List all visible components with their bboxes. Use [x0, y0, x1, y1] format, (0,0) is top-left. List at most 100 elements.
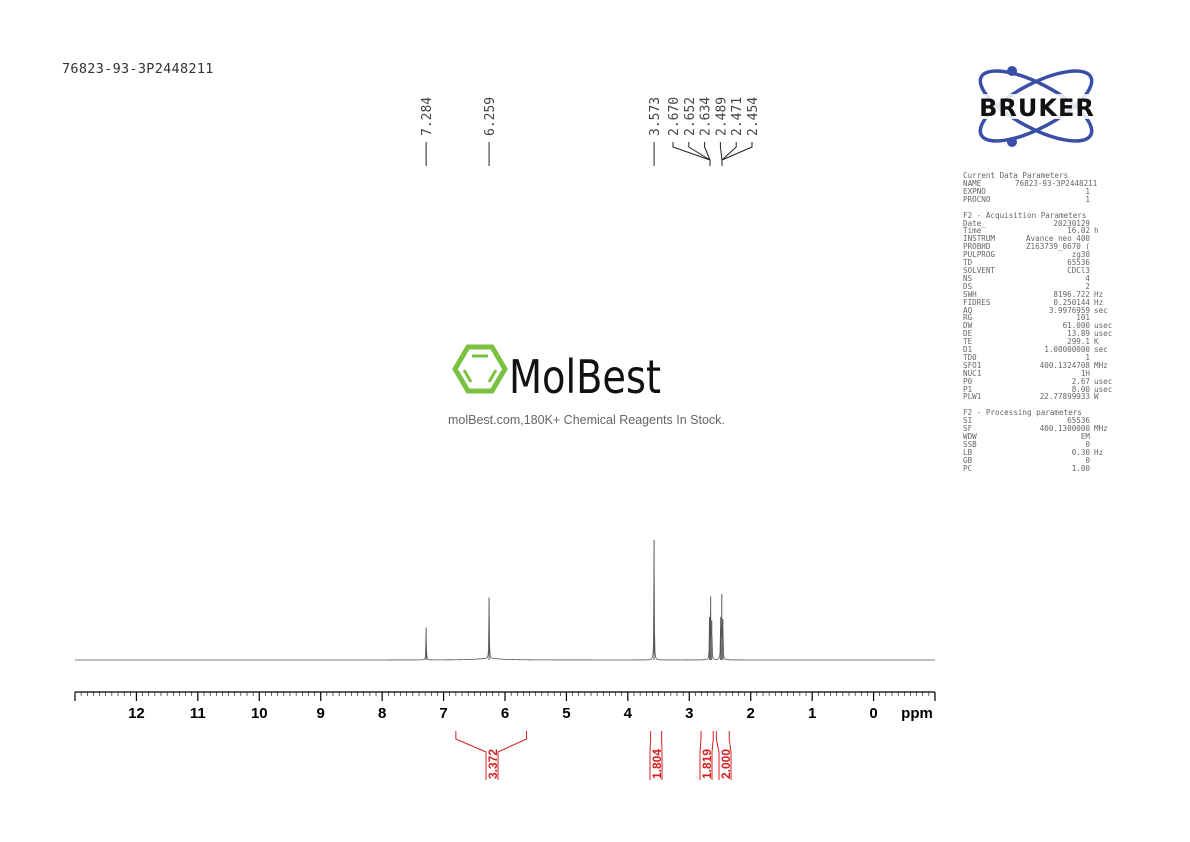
parameter-row: PULPROG zg30 [963, 251, 1123, 259]
x-tick-label: 9 [317, 705, 325, 722]
integral-value: 1.804 [650, 749, 664, 779]
sample-title: 76823-93-3P2448211 [62, 61, 214, 77]
parameter-row: Date_ 20230129 [963, 219, 1123, 228]
peak-label: 2.634 [699, 97, 714, 136]
parameter-row: D1 1.00000000 sec [963, 346, 1123, 354]
peak-label: 2.670 [667, 97, 682, 136]
parameter-name: AQ [963, 305, 973, 315]
parameter-name: GB [963, 455, 973, 465]
parameter-value: 16.02 [1067, 226, 1090, 236]
integral-value: 2.000 [719, 749, 733, 779]
parameter-unit [1090, 433, 1120, 441]
parameter-name: SI [963, 416, 973, 426]
parameter-unit: h [1094, 226, 1099, 236]
parameter-row: PLW1 22.77899933 W [963, 393, 1123, 401]
parameter-unit [1090, 188, 1120, 196]
parameter-row: INSTRUM Avance neo 400 [963, 235, 1123, 243]
parameter-value: 1.00 [1071, 463, 1090, 473]
molbest-tagline: molBest.com,180K+ Chemical Reagents In S… [448, 413, 725, 427]
parameter-value: CDCl3 [1067, 265, 1090, 275]
parameter-value: 13.89 [1067, 329, 1090, 339]
x-tick-label: 5 [562, 705, 570, 722]
x-tick-label: 1 [808, 705, 816, 722]
peak-label: 2.454 [746, 97, 761, 136]
parameter-unit [1090, 235, 1120, 243]
parameter-name: PC [963, 463, 973, 473]
parameter-value: 1 [1085, 352, 1090, 362]
parameter-name: DW [963, 321, 973, 331]
x-tick-label: 8 [378, 705, 386, 722]
parameter-unit [1090, 196, 1120, 204]
parameter-row: DS 2 [963, 281, 1123, 291]
integral-bracket [728, 731, 732, 780]
parameter-name: WDW [963, 432, 977, 442]
parameter-value: Avance neo 400 [1025, 234, 1090, 244]
bruker-logo: BRUKER [958, 66, 1116, 147]
parameter-row: GB 0 [963, 455, 1123, 465]
x-tick-label: 4 [624, 705, 633, 722]
peak-labels: 7.284 6.259 3.573 2.670 2.652 2.634 2.489 2.471… [420, 97, 761, 166]
x-tick-label: 7 [439, 705, 447, 722]
parameter-name: P0 [963, 376, 973, 386]
parameter-row: TD0 1 [963, 354, 1123, 362]
integral-bracket [711, 731, 714, 780]
parameter-unit: MHz [1094, 424, 1108, 434]
parameter-value: 2.67 [1071, 376, 1090, 386]
parameter-value: 65536 [1067, 258, 1090, 268]
parameter-unit: W [1094, 392, 1099, 402]
peak-label: 2.652 [683, 97, 698, 136]
parameter-name: D1 [963, 345, 973, 355]
parameter-name: SWH [963, 289, 977, 299]
parameter-name: PULPROG [963, 250, 996, 260]
parameter-unit: sec [1094, 345, 1108, 355]
parameter-name: TD0 [963, 352, 977, 362]
spectrum-trace [75, 540, 935, 661]
parameter-name: TD [963, 258, 973, 268]
parameter-row: SFO1 400.1324708 MHz [963, 361, 1123, 370]
parameter-unit [1090, 267, 1120, 275]
parameter-name: SOLVENT [963, 265, 996, 275]
parameter-row: SOLVENT CDCl3 [963, 267, 1123, 275]
integral-bracket [715, 731, 720, 780]
parameter-unit: Hz [1094, 289, 1104, 299]
parameter-name: DS [963, 281, 973, 291]
parameter-name: Time [963, 226, 982, 236]
parameter-value: 0.250144 [1053, 297, 1090, 307]
x-tick-label: 2 [747, 705, 755, 722]
parameter-name: LB [963, 447, 973, 457]
parameter-row: DE 13.89 usec [963, 330, 1123, 338]
parameter-value: 65536 [1067, 416, 1090, 426]
parameter-value: 61.000 [1062, 321, 1090, 331]
parameter-row: DW 61.000 usec [963, 322, 1123, 330]
x-axis-label: ppm [901, 705, 933, 722]
parameter-value: 76823-93-3P2448211 [1015, 178, 1098, 188]
parameter-row: FIDRES 0.250144 Hz [963, 297, 1123, 307]
parameter-unit: sec [1094, 305, 1108, 315]
parameter-name: SF [963, 424, 973, 434]
parameter-unit [1090, 259, 1120, 267]
parameter-row: WDW EM [963, 433, 1123, 441]
parameter-name: NAME [963, 178, 982, 188]
parameter-unit [1090, 275, 1120, 283]
parameter-name: INSTRUM [963, 234, 996, 244]
molbest-logo-text: MolBest [509, 350, 661, 404]
parameter-value: 1 [1085, 186, 1090, 196]
bruker-logo-text: BRUKER [979, 94, 1095, 122]
peak-label: 7.284 [420, 97, 435, 136]
acquisition-parameters-panel: Current Data Parameters NAME 76823-93-3P2… [963, 172, 1123, 473]
parameter-row: P1 8.00 usec [963, 385, 1123, 394]
peak-label-connector [704, 142, 711, 166]
molbest-logo: MolBest [452, 344, 661, 404]
parameter-name: SSB [963, 440, 977, 449]
parameter-value: 8196.722 [1053, 289, 1090, 299]
integral-bracket [455, 731, 487, 780]
parameter-name: TE [963, 337, 973, 347]
spectrum-line [75, 553, 935, 661]
integral-bracket [497, 731, 527, 780]
x-tick-label: 0 [869, 705, 877, 722]
parameter-value: 3.9976959 [1048, 305, 1090, 315]
parameter-row: TD 65536 [963, 259, 1123, 267]
peak-label-connector [721, 142, 737, 166]
integrals: 3.372 1.804 1.819 2.000 [455, 731, 733, 780]
parameter-value: 1H [1080, 368, 1090, 378]
